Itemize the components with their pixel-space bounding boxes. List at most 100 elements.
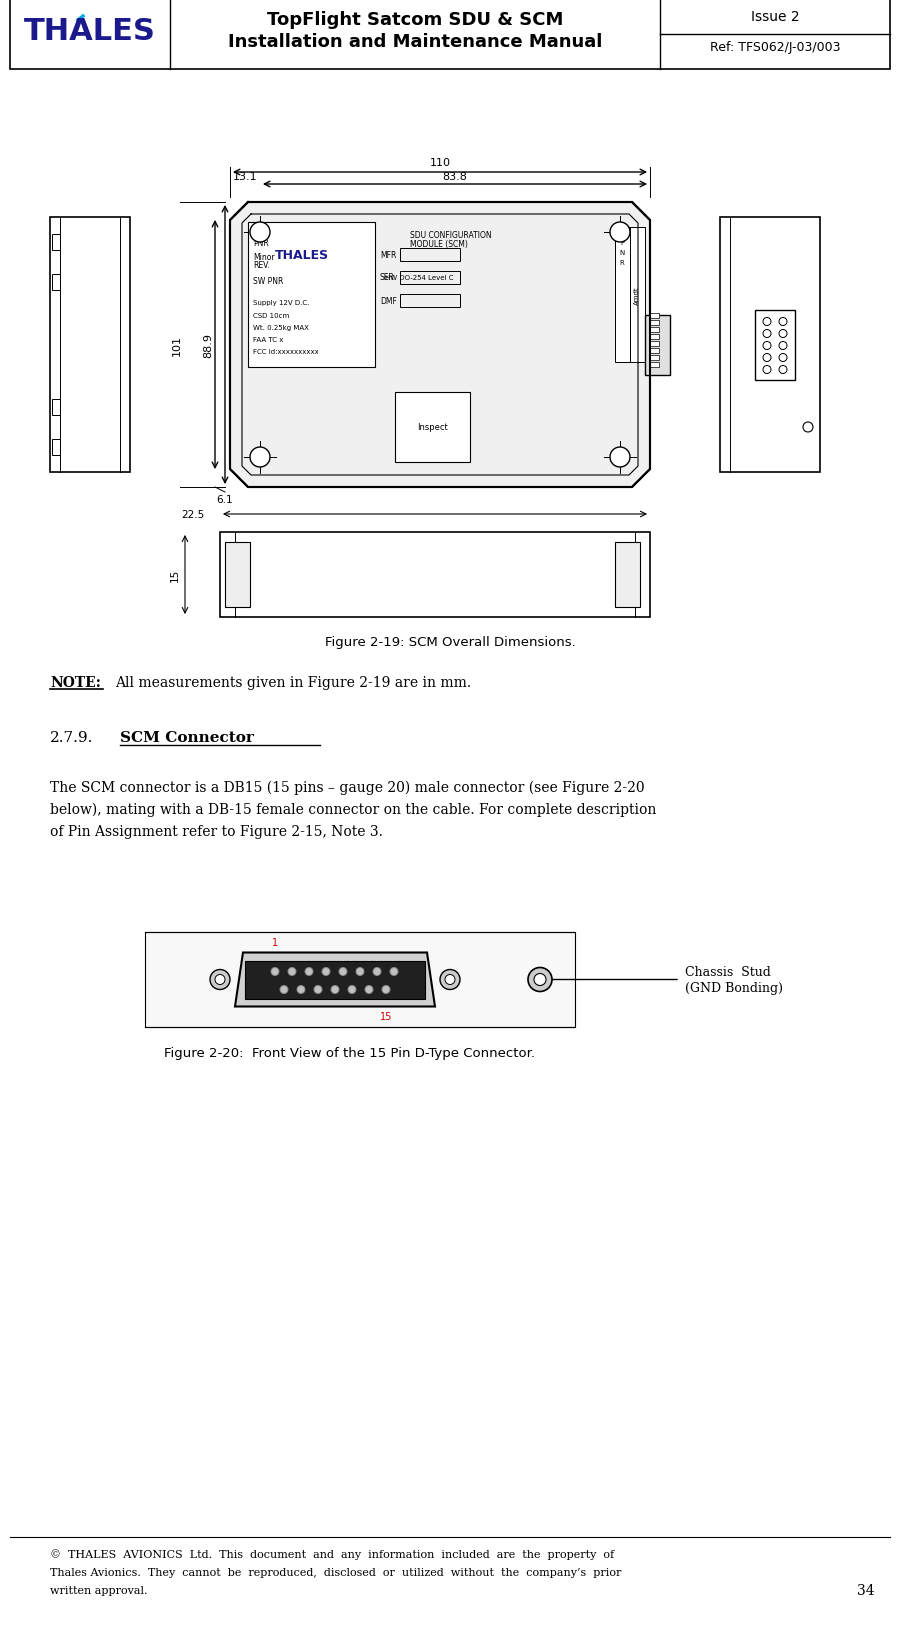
Circle shape <box>339 968 347 976</box>
Circle shape <box>382 986 390 994</box>
Circle shape <box>215 974 225 984</box>
Text: HW DO-254 Level C: HW DO-254 Level C <box>385 274 454 281</box>
Bar <box>10 0 890 70</box>
Circle shape <box>445 974 455 984</box>
Circle shape <box>271 968 279 976</box>
Text: Wt. 0.25kg MAX: Wt. 0.25kg MAX <box>253 325 309 331</box>
Circle shape <box>779 330 787 338</box>
Circle shape <box>763 354 771 362</box>
Text: P: P <box>620 240 624 246</box>
Text: THALES: THALES <box>24 18 156 46</box>
Bar <box>649 348 659 353</box>
Circle shape <box>250 447 270 468</box>
Text: MFR: MFR <box>380 250 396 259</box>
Text: FCC id:xxxxxxxxxx: FCC id:xxxxxxxxxx <box>253 349 319 354</box>
Circle shape <box>348 986 356 994</box>
Circle shape <box>288 968 296 976</box>
Text: FAA TC x: FAA TC x <box>253 336 284 343</box>
Text: 22.5: 22.5 <box>182 509 205 519</box>
Bar <box>52 274 60 290</box>
Circle shape <box>305 968 313 976</box>
Text: 15: 15 <box>170 568 180 581</box>
Bar <box>649 341 659 346</box>
Bar <box>225 543 250 607</box>
Circle shape <box>528 968 552 992</box>
Circle shape <box>356 968 364 976</box>
Circle shape <box>779 366 787 374</box>
Text: 2.7.9.: 2.7.9. <box>50 731 94 744</box>
Text: Inspect: Inspect <box>417 423 448 432</box>
Text: 13.1: 13.1 <box>233 171 257 181</box>
Text: SW PNR: SW PNR <box>253 276 284 286</box>
Text: Figure 2-19: SCM Overall Dimensions.: Figure 2-19: SCM Overall Dimensions. <box>325 636 575 650</box>
Bar <box>615 228 630 362</box>
Bar <box>649 313 659 318</box>
Bar <box>400 273 460 286</box>
Text: The SCM connector is a DB15 (15 pins – gauge 20) male connector (see Figure 2-20: The SCM connector is a DB15 (15 pins – g… <box>50 780 644 795</box>
Circle shape <box>610 224 630 243</box>
Text: PNR: PNR <box>253 238 269 248</box>
Text: 1: 1 <box>272 938 278 948</box>
Text: written approval.: written approval. <box>50 1585 148 1594</box>
Polygon shape <box>230 202 650 488</box>
Bar <box>145 932 575 1028</box>
Circle shape <box>373 968 381 976</box>
Text: Installation and Maintenance Manual: Installation and Maintenance Manual <box>228 33 602 51</box>
Text: 15: 15 <box>380 1012 392 1022</box>
Circle shape <box>210 969 230 991</box>
Circle shape <box>331 986 339 994</box>
Bar <box>615 543 640 607</box>
Circle shape <box>763 330 771 338</box>
Bar <box>630 228 645 362</box>
Text: Thales Avionics.  They  cannot  be  reproduced,  disclosed  or  utilized  withou: Thales Avionics. They cannot be reproduc… <box>50 1567 621 1577</box>
Bar <box>649 320 659 325</box>
Text: below), mating with a DB-15 female connector on the cable. For complete descript: below), mating with a DB-15 female conne… <box>50 803 656 816</box>
Text: ©  THALES  AVIONICS  Ltd.  This  document  and  any  information  included  are : © THALES AVIONICS Ltd. This document and… <box>50 1549 614 1560</box>
Bar <box>52 235 60 251</box>
Circle shape <box>297 986 305 994</box>
Text: THALES: THALES <box>274 248 328 261</box>
Circle shape <box>779 343 787 351</box>
Text: Figure 2-20:  Front View of the 15 Pin D-Type Connector.: Figure 2-20: Front View of the 15 Pin D-… <box>165 1046 536 1059</box>
Circle shape <box>250 224 270 243</box>
Circle shape <box>779 318 787 326</box>
Text: Amdt: Amdt <box>634 286 640 305</box>
Text: Issue 2: Issue 2 <box>751 10 799 24</box>
Bar <box>400 248 460 261</box>
Text: SER: SER <box>380 273 395 282</box>
Bar <box>400 295 460 308</box>
Text: Chassis  Stud: Chassis Stud <box>685 966 771 979</box>
Text: 88.9: 88.9 <box>203 333 213 357</box>
Bar <box>52 439 60 455</box>
Text: Supply 12V D.C.: Supply 12V D.C. <box>253 300 310 305</box>
Circle shape <box>390 968 398 976</box>
Text: 101: 101 <box>172 335 182 356</box>
Text: CSD 10cm: CSD 10cm <box>253 313 289 318</box>
Text: MODULE (SCM): MODULE (SCM) <box>410 240 468 248</box>
Text: 6.1: 6.1 <box>217 494 233 504</box>
Text: of Pin Assignment refer to Figure 2-15, Note 3.: of Pin Assignment refer to Figure 2-15, … <box>50 824 382 839</box>
Circle shape <box>314 986 322 994</box>
Circle shape <box>365 986 373 994</box>
Text: TopFlight Satcom SDU & SCM: TopFlight Satcom SDU & SCM <box>266 11 563 29</box>
Text: All measurements given in Figure 2-19 are in mm.: All measurements given in Figure 2-19 ar… <box>115 676 471 690</box>
Text: 34: 34 <box>858 1583 875 1598</box>
Circle shape <box>763 366 771 374</box>
Bar <box>645 315 670 375</box>
Bar <box>649 362 659 367</box>
Circle shape <box>803 423 813 432</box>
Text: SCM Connector: SCM Connector <box>120 731 254 744</box>
Text: Ref: TFS062/J-03/003: Ref: TFS062/J-03/003 <box>710 41 841 54</box>
Text: R: R <box>619 259 625 266</box>
Circle shape <box>763 318 771 326</box>
Bar <box>720 217 820 473</box>
Bar <box>220 532 650 617</box>
Bar <box>649 356 659 361</box>
Bar <box>248 224 375 367</box>
Circle shape <box>280 986 288 994</box>
Text: (GND Bonding): (GND Bonding) <box>685 981 783 994</box>
Text: 83.8: 83.8 <box>443 171 467 181</box>
Bar <box>755 310 795 380</box>
Polygon shape <box>235 953 435 1007</box>
Circle shape <box>779 354 787 362</box>
